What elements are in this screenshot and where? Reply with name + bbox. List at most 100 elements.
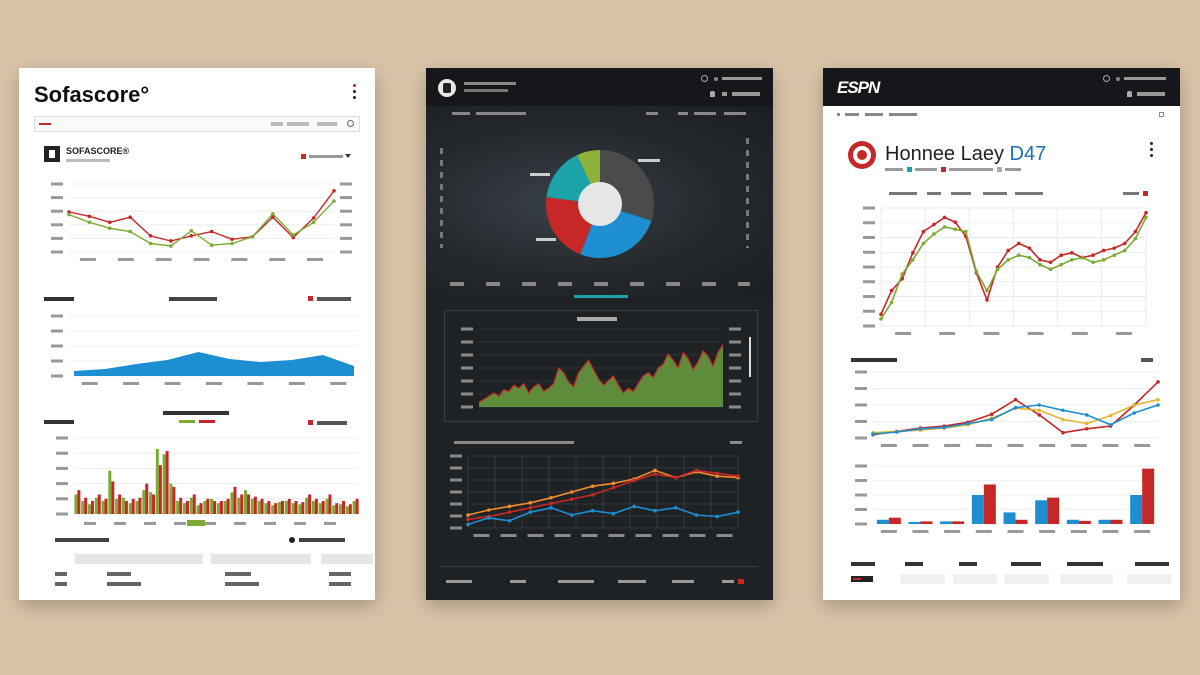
- nav-item[interactable]: [865, 113, 883, 116]
- chart-tab-active-marker: [1143, 191, 1148, 196]
- nav-item[interactable]: [889, 113, 917, 116]
- bar: [342, 500, 346, 514]
- footer-link[interactable]: [672, 580, 694, 583]
- hero-tab[interactable]: [694, 112, 716, 115]
- data-point: [507, 510, 512, 514]
- nav-item[interactable]: [837, 113, 840, 116]
- nav-item[interactable]: [317, 122, 337, 126]
- y-tick-label: [863, 295, 875, 298]
- bottom-section-link[interactable]: [299, 538, 345, 542]
- hero-tab[interactable]: [476, 112, 526, 115]
- x-tick-label: [1039, 444, 1056, 447]
- nav-item[interactable]: [845, 113, 859, 116]
- bell-icon[interactable]: [1127, 91, 1132, 97]
- data-point: [1037, 403, 1042, 407]
- hero-tab[interactable]: [452, 112, 470, 115]
- sofascore-panel: Sofascore° SOFASCORE®: [19, 68, 375, 600]
- x-tick-label: [1102, 444, 1119, 447]
- left-section-header: [44, 420, 74, 424]
- data-point: [148, 234, 153, 238]
- data-point: [570, 513, 574, 517]
- chart-tab[interactable]: [951, 192, 971, 195]
- header-link[interactable]: [1116, 77, 1120, 81]
- bar: [176, 500, 180, 514]
- data-point: [715, 471, 720, 476]
- y-tick-label-right: [729, 366, 741, 370]
- header-link[interactable]: [1137, 92, 1165, 96]
- search-icon[interactable]: [701, 75, 708, 82]
- y-tick-label: [461, 340, 473, 344]
- data-point: [107, 226, 112, 230]
- header-link[interactable]: [722, 92, 727, 96]
- nav-item[interactable]: [271, 122, 283, 126]
- y-tick-label: [863, 221, 875, 225]
- chart-tab[interactable]: [983, 192, 1007, 195]
- hero-tab[interactable]: [678, 112, 688, 115]
- search-icon[interactable]: [1103, 75, 1110, 82]
- footer-link[interactable]: [446, 580, 472, 583]
- legend-red-marker: [308, 420, 313, 425]
- header-link[interactable]: [714, 77, 718, 81]
- y-tick-label: [461, 366, 473, 370]
- x-tick-label: [880, 444, 897, 447]
- data-point: [291, 235, 296, 240]
- x-tick-label: [1070, 444, 1087, 447]
- dropdown-chevron-icon[interactable]: [345, 154, 351, 158]
- chart-tabs: [883, 191, 1173, 198]
- right-bar-chart: [855, 464, 1158, 533]
- hero-tab[interactable]: [646, 112, 658, 115]
- footer-link[interactable]: [510, 580, 526, 583]
- data-point: [932, 222, 936, 227]
- vertical-dots-icon[interactable]: [351, 84, 357, 102]
- chart-tab[interactable]: [927, 192, 941, 195]
- search-icon[interactable]: [347, 120, 354, 127]
- footer-link[interactable]: [618, 580, 646, 583]
- y-tick-label: [863, 250, 875, 254]
- bell-icon[interactable]: [710, 91, 715, 97]
- series-line: [880, 217, 1147, 320]
- footer-link[interactable]: [558, 580, 594, 583]
- mid-lines-link[interactable]: [730, 441, 742, 444]
- data-point: [1061, 417, 1065, 422]
- data-point: [67, 212, 71, 217]
- chart-tab[interactable]: [889, 192, 917, 195]
- left-section-header: [44, 297, 74, 301]
- chart-tab[interactable]: [1123, 192, 1139, 195]
- hero-tab[interactable]: [724, 112, 746, 115]
- data-point: [611, 485, 616, 490]
- data-point: [653, 468, 657, 473]
- bar: [267, 500, 271, 514]
- data-point: [528, 501, 533, 505]
- right-line-chart: [863, 206, 1148, 335]
- header-link[interactable]: [732, 92, 760, 96]
- data-point: [1108, 413, 1113, 418]
- bar: [237, 497, 241, 514]
- club-crest-icon: [848, 141, 876, 169]
- bar: [311, 500, 315, 514]
- header-link[interactable]: [722, 77, 762, 80]
- data-point: [128, 215, 132, 219]
- y-tick-label-right: [729, 353, 741, 357]
- header-link[interactable]: [1124, 77, 1166, 80]
- bar: [920, 521, 933, 524]
- chart-tab[interactable]: [1015, 192, 1043, 195]
- table-cell: [55, 582, 67, 586]
- close-icon[interactable]: [1159, 112, 1164, 117]
- right-section-link[interactable]: [1141, 358, 1153, 362]
- left-bar-chart: [56, 436, 359, 526]
- bar: [121, 497, 125, 514]
- footer-link[interactable]: [722, 580, 734, 583]
- footer-cell: [1005, 574, 1049, 584]
- chart-title-placeholder: [577, 317, 617, 321]
- espn-logo[interactable]: ESPN: [837, 78, 880, 97]
- nav-item[interactable]: [287, 122, 309, 126]
- data-point: [466, 513, 470, 517]
- x-tick-label: [288, 382, 305, 385]
- footer-header: [1135, 562, 1169, 566]
- table-cell: [55, 572, 67, 576]
- data-point: [209, 243, 214, 247]
- data-point: [466, 517, 470, 522]
- vertical-dots-icon[interactable]: [1148, 142, 1154, 160]
- data-point: [1132, 411, 1137, 415]
- y-tick-label: [461, 392, 473, 396]
